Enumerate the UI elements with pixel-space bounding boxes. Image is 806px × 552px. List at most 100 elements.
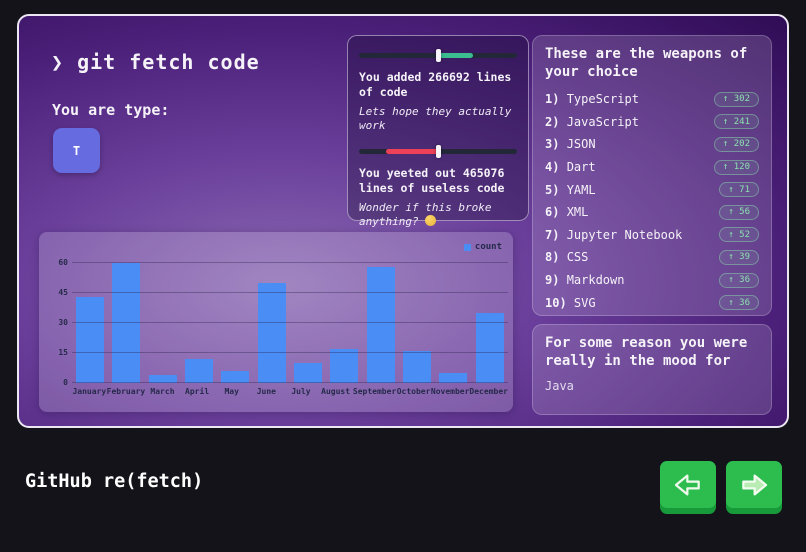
bar-july bbox=[294, 363, 323, 383]
chart-gridline bbox=[72, 322, 508, 323]
bar-may bbox=[221, 371, 250, 383]
removed-lines-slider[interactable] bbox=[359, 144, 517, 158]
language-rank: 6) bbox=[545, 205, 560, 220]
chart-legend[interactable]: count bbox=[463, 242, 502, 252]
chart-x-label: July bbox=[291, 387, 311, 396]
legend-swatch-icon bbox=[463, 243, 471, 251]
bar-march bbox=[148, 375, 177, 383]
commits-bar-chart: count 0 15 30 45 60 January February March Apri… bbox=[39, 232, 513, 412]
language-rank: 1) bbox=[545, 92, 560, 107]
removed-lines-subtext: Wonder if this broke anything? bbox=[359, 201, 517, 229]
chart-x-label: August bbox=[321, 387, 351, 396]
slider-fill-removed bbox=[385, 149, 438, 154]
chart-y-tick: 60 bbox=[58, 258, 68, 267]
language-label: YAML bbox=[566, 182, 596, 197]
slider-thumb[interactable] bbox=[436, 49, 441, 62]
language-count-badge: ↑ 52 bbox=[719, 227, 759, 243]
chart-x-label: November bbox=[430, 387, 470, 396]
chart-x-label: September bbox=[352, 387, 397, 396]
language-count-badge: ↑ 39 bbox=[719, 249, 759, 265]
language-name: 6) XML bbox=[545, 205, 588, 219]
chart-plot: 0 15 30 45 60 bbox=[58, 258, 508, 387]
language-rank: 8) bbox=[545, 250, 560, 265]
chart-x-labels: January February March April May June July Augu… bbox=[72, 387, 508, 396]
chart-gridline bbox=[72, 352, 508, 353]
left-arrow-icon bbox=[674, 474, 700, 495]
bar-column bbox=[108, 263, 144, 383]
bar-column bbox=[72, 297, 108, 383]
chart-bars bbox=[72, 263, 508, 383]
bar-column bbox=[472, 313, 508, 383]
added-lines-text: You added 266692 lines of code bbox=[359, 70, 512, 99]
language-row: 6) XML ↑ 56 bbox=[545, 201, 759, 224]
language-label: XML bbox=[566, 205, 589, 220]
language-rank: 7) bbox=[545, 227, 560, 242]
language-row: 10) SVG ↑ 36 bbox=[545, 291, 759, 314]
language-count-badge: ↑ 241 bbox=[713, 114, 759, 130]
bar-column bbox=[326, 349, 362, 383]
languages-panel: These are the weapons of your choice 1) … bbox=[532, 35, 772, 316]
language-count-badge: ↑ 202 bbox=[713, 136, 759, 152]
app-title: GitHub re(fetch) bbox=[25, 471, 204, 492]
lines-stats-panel: You added 266692 lines of code Lets hope… bbox=[347, 35, 529, 228]
language-count-badge: ↑ 36 bbox=[719, 272, 759, 288]
language-name: 5) YAML bbox=[545, 183, 596, 197]
language-rank: 5) bbox=[545, 182, 560, 197]
chart-x-label: April bbox=[185, 387, 210, 396]
language-row: 9) Markdown ↑ 36 bbox=[545, 269, 759, 292]
language-count-badge: ↑ 302 bbox=[713, 91, 759, 107]
next-slide-button[interactable] bbox=[726, 461, 782, 508]
languages-heading: These are the weapons of your choice bbox=[545, 46, 748, 80]
slider-thumb[interactable] bbox=[436, 145, 441, 158]
language-name: 10) SVG bbox=[545, 296, 596, 310]
mood-language: Java bbox=[545, 379, 574, 393]
language-label: JavaScript bbox=[566, 114, 639, 129]
language-row: 4) Dart ↑ 120 bbox=[545, 156, 759, 179]
bar-column bbox=[290, 363, 326, 383]
language-name: 2) JavaScript bbox=[545, 115, 639, 129]
bar-column bbox=[399, 351, 435, 383]
chart-x-label: October bbox=[396, 387, 431, 396]
language-count-badge: ↑ 71 bbox=[719, 182, 759, 198]
bar-april bbox=[185, 359, 214, 383]
bar-october bbox=[403, 351, 432, 383]
bar-column bbox=[145, 375, 181, 383]
chart-x-label: May bbox=[224, 387, 239, 396]
added-lines-subtext: Lets hope they actually work bbox=[359, 105, 512, 132]
language-name: 1) TypeScript bbox=[545, 92, 639, 106]
bar-january bbox=[76, 297, 105, 383]
language-row: 7) Jupyter Notebook ↑ 52 bbox=[545, 224, 759, 247]
language-row: 5) YAML ↑ 71 bbox=[545, 178, 759, 201]
chart-x-label: June bbox=[256, 387, 276, 396]
language-count-badge: ↑ 36 bbox=[719, 295, 759, 311]
language-rank: 9) bbox=[545, 273, 560, 288]
right-arrow-icon bbox=[742, 474, 768, 495]
added-lines-slider[interactable] bbox=[359, 48, 517, 62]
language-row: 8) CSS ↑ 39 bbox=[545, 246, 759, 269]
type-value-button[interactable]: T bbox=[53, 128, 100, 173]
bar-november bbox=[439, 373, 468, 383]
type-label: You are type: bbox=[52, 101, 170, 119]
language-label: SVG bbox=[573, 295, 596, 310]
previous-slide-button[interactable] bbox=[660, 461, 716, 508]
language-rank: 3) bbox=[545, 137, 560, 152]
chart-x-label: February bbox=[106, 387, 146, 396]
slider-fill-added bbox=[438, 53, 473, 58]
language-count-badge: ↑ 56 bbox=[719, 204, 759, 220]
mood-heading: For some reason you were really in the m… bbox=[545, 335, 748, 369]
language-label: CSS bbox=[566, 250, 589, 265]
language-label: TypeScript bbox=[566, 92, 639, 107]
chart-y-tick: 45 bbox=[58, 288, 68, 297]
language-label: Dart bbox=[566, 160, 596, 175]
language-name: 8) CSS bbox=[545, 250, 588, 264]
legend-label: count bbox=[474, 242, 502, 252]
mood-panel: For some reason you were really in the m… bbox=[532, 324, 772, 415]
language-name: 3) JSON bbox=[545, 137, 596, 151]
thinking-emoji-icon bbox=[425, 215, 437, 226]
bar-column bbox=[181, 359, 217, 383]
language-count-badge: ↑ 120 bbox=[713, 159, 759, 175]
language-label: Markdown bbox=[566, 273, 625, 288]
removed-lines-text: You yeeted out 465076 lines of useless c… bbox=[359, 166, 505, 195]
bar-august bbox=[330, 349, 359, 383]
